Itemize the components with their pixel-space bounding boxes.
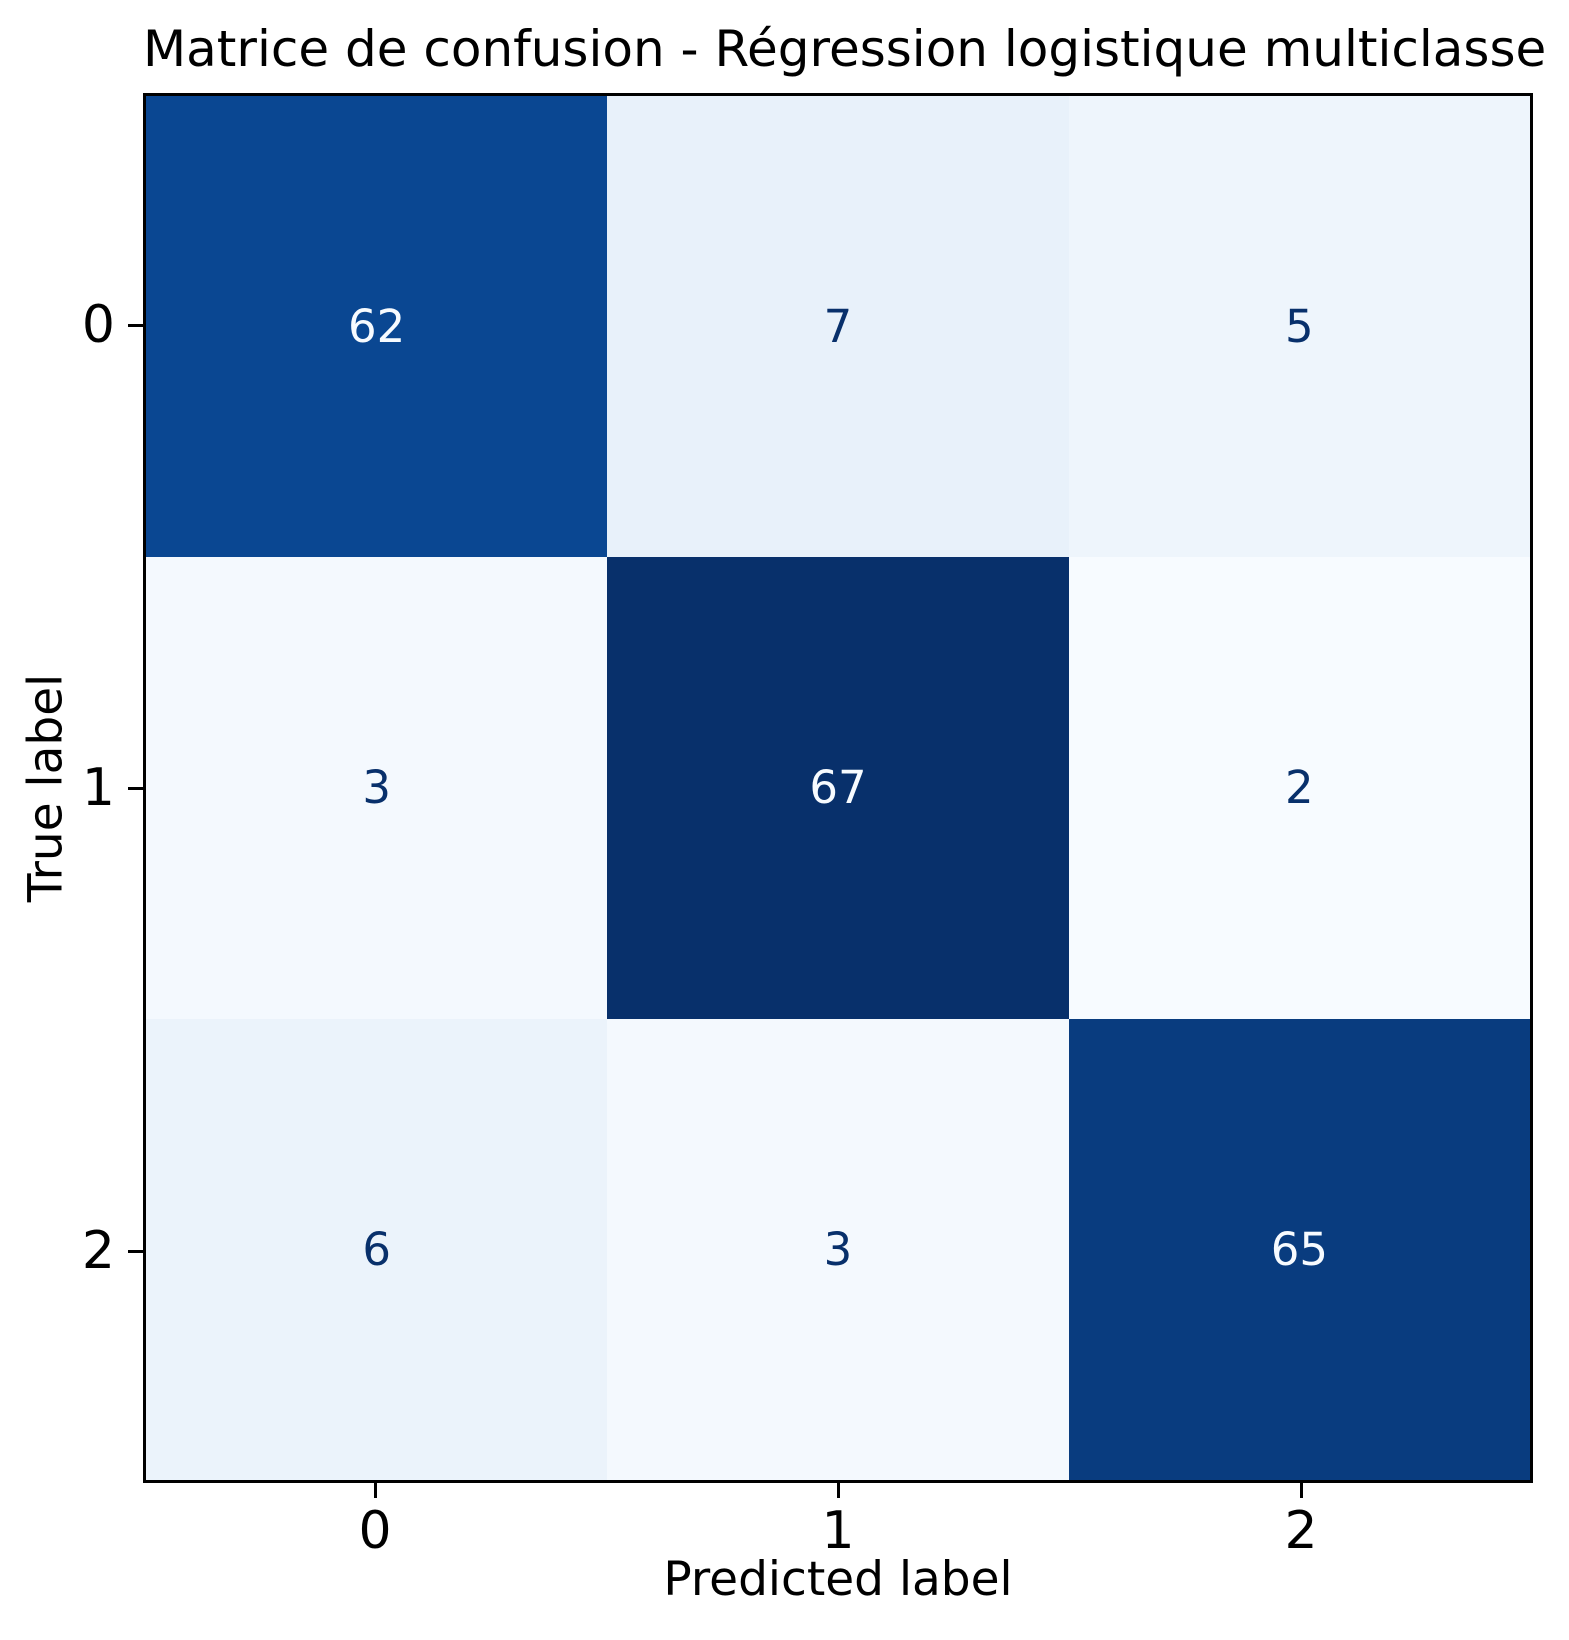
y-tick-label-1: 1 xyxy=(81,758,115,818)
y-tick-label-2: 2 xyxy=(81,1221,115,1281)
x-axis-label: Predicted label xyxy=(663,1552,1013,1607)
x-tick-mark-0 xyxy=(374,1483,377,1498)
y-tick-mark-1 xyxy=(128,787,143,790)
matrix-cell-r0c0: 62 xyxy=(146,96,608,558)
matrix-cell-r0c1: 7 xyxy=(607,96,1069,558)
x-tick-mark-2 xyxy=(1300,1483,1303,1498)
x-tick-label-0: 0 xyxy=(358,1501,392,1561)
y-axis-label: True label xyxy=(18,673,74,903)
x-tick-mark-1 xyxy=(837,1483,840,1498)
chart-title: Matrice de confusion - Régression logist… xyxy=(143,20,1547,78)
x-tick-label-2: 2 xyxy=(1284,1501,1318,1561)
matrix-cell-r1c0: 3 xyxy=(146,557,608,1019)
matrix-cell-r0c2: 5 xyxy=(1068,96,1530,558)
matrix-cell-r2c2: 65 xyxy=(1068,1018,1530,1480)
matrix-cell-r1c2: 2 xyxy=(1068,557,1530,1019)
matrix-cell-r2c0: 6 xyxy=(146,1018,608,1480)
heatmap-plot-area: 62 7 5 3 67 2 6 3 65 xyxy=(143,93,1533,1483)
y-tick-label-0: 0 xyxy=(81,295,115,355)
matrix-cell-r1c1: 67 xyxy=(607,557,1069,1019)
x-tick-label-1: 1 xyxy=(821,1501,855,1561)
y-tick-mark-0 xyxy=(128,324,143,327)
y-tick-mark-2 xyxy=(128,1250,143,1253)
matrix-cell-r2c1: 3 xyxy=(607,1018,1069,1480)
